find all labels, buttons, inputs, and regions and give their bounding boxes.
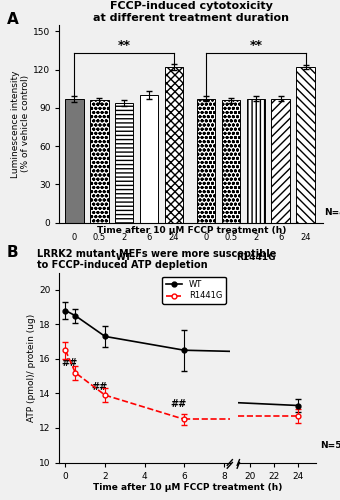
Bar — [246, 99, 265, 222]
Bar — [90, 100, 108, 222]
Bar — [197, 99, 216, 222]
Text: 2: 2 — [253, 232, 258, 241]
Text: 24: 24 — [169, 232, 179, 241]
Bar — [165, 67, 183, 222]
Text: 0.5: 0.5 — [93, 232, 106, 241]
Text: ##: ## — [91, 382, 107, 392]
Text: ##: ## — [170, 399, 186, 409]
Text: Time after 10 μM FCCP treatment (h): Time after 10 μM FCCP treatment (h) — [93, 482, 283, 492]
Legend: WT, R1441G: WT, R1441G — [162, 276, 226, 304]
Text: A: A — [7, 12, 19, 28]
Text: 0: 0 — [204, 232, 209, 241]
Text: 6: 6 — [146, 232, 152, 241]
Text: **: ** — [118, 39, 131, 52]
Text: 0: 0 — [72, 232, 77, 241]
Text: N=4: N=4 — [324, 208, 340, 218]
Text: B: B — [7, 245, 18, 260]
Bar — [222, 100, 240, 222]
Text: ##: ## — [61, 358, 78, 368]
Text: WT: WT — [116, 253, 132, 262]
Text: LRRK2 mutant MEFs were more susceptible
to FCCP-induced ATP depletion: LRRK2 mutant MEFs were more susceptible … — [37, 248, 277, 270]
Text: Time after 10 μM FCCP treatment (h): Time after 10 μM FCCP treatment (h) — [98, 226, 287, 235]
Text: **: ** — [249, 39, 262, 52]
Text: 6: 6 — [278, 232, 284, 241]
Y-axis label: ATP (pmol)/ protein (ug): ATP (pmol)/ protein (ug) — [27, 314, 36, 422]
Text: 24: 24 — [300, 232, 311, 241]
Bar — [115, 102, 134, 222]
Text: R1441G: R1441G — [236, 253, 276, 262]
Bar — [140, 95, 158, 222]
Bar — [271, 99, 290, 222]
Title: FCCP-induced cytotoxicity
at different treatment duration: FCCP-induced cytotoxicity at different t… — [93, 1, 289, 23]
Y-axis label: Luminescence intensity
(% of vehicle control): Luminescence intensity (% of vehicle con… — [11, 70, 31, 178]
Text: N=5: N=5 — [320, 440, 340, 450]
Text: 2: 2 — [121, 232, 127, 241]
Text: 0.5: 0.5 — [224, 232, 238, 241]
Bar — [65, 99, 84, 222]
Bar — [296, 67, 315, 222]
